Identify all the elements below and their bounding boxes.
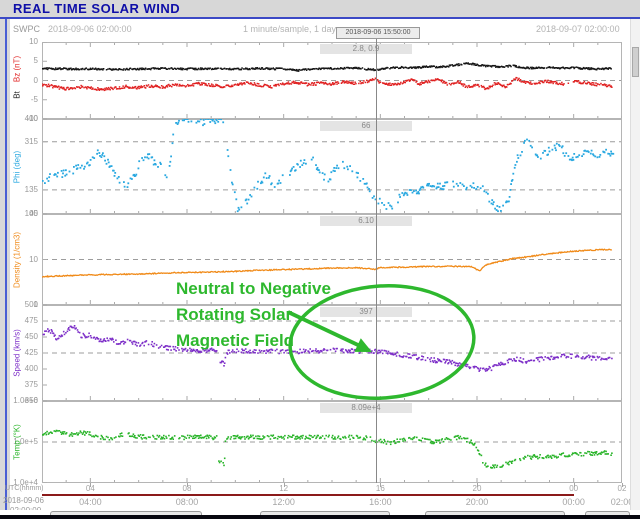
temp-chart-canvas[interactable]	[42, 401, 622, 483]
x-tick-label-major: 16:00	[369, 497, 392, 507]
sample-info: 1 minute/sample, 1 day	[243, 24, 337, 34]
y-tick-label: 400	[24, 364, 38, 373]
y-tick-label: 10	[29, 254, 38, 264]
window-left-accent	[5, 19, 7, 515]
y-tick-label: -10	[26, 114, 38, 123]
y-tick-label: 450	[24, 332, 38, 341]
y-tick-label: 1.0e+5	[13, 437, 38, 446]
y-tick-label: 10	[29, 37, 38, 46]
x-tick-label-major: 02:00	[610, 497, 634, 507]
x-tick-label-major: 12:00	[272, 497, 295, 507]
density-series	[42, 248, 613, 278]
bt-series	[42, 62, 612, 72]
x-tick-label-minor: 08	[182, 484, 192, 493]
y-tick-label: 1	[33, 300, 38, 309]
y-tick-label: 400	[24, 114, 38, 123]
y-tick-label: 375	[24, 380, 38, 389]
y-tick-label: 0	[33, 75, 38, 85]
y-tick-label: 500	[24, 300, 38, 309]
page-title: REAL TIME SOLAR WIND	[0, 0, 640, 19]
mag-field-chart-canvas[interactable]	[42, 42, 622, 119]
temp-cursor-readout: 8.09e+4	[320, 403, 412, 413]
phi-chart-canvas[interactable]	[42, 119, 622, 214]
x-tick-mark	[90, 483, 92, 487]
phi-cursor-readout: 66	[320, 121, 412, 131]
y-tick-label: 475	[24, 316, 38, 325]
panel-phi	[42, 119, 622, 214]
x-tick-label-minor: 04	[85, 484, 95, 493]
cursor-time-tooltip: 2018-09-06 15:50:00	[336, 27, 420, 39]
crosshair-line	[376, 34, 378, 483]
panel-density	[42, 214, 622, 305]
speed-axis-title-0: Speed (km/s)	[12, 329, 22, 377]
x-tick-label-minor: 16	[375, 484, 385, 493]
temp-series	[42, 429, 613, 469]
panel-mag-field	[42, 42, 622, 119]
y-tick-label: 1.0e+4	[13, 478, 38, 487]
y-tick-label: 135	[24, 184, 38, 194]
y-tick-label: 315	[24, 136, 38, 146]
y-tick-label: 45	[29, 209, 38, 218]
y-tick-label: 5	[33, 56, 38, 66]
x-tick-label-major: 04:00	[79, 497, 102, 507]
x-tick-label-minor: 12	[279, 484, 289, 493]
speed-cursor-readout: 397	[320, 307, 412, 317]
panel-speed	[42, 305, 622, 401]
x-tick-mark	[283, 483, 285, 487]
x-tick-label-major: 20:00	[465, 497, 489, 507]
density-cursor-readout: 6.10	[320, 216, 412, 226]
scrollbar-thumb[interactable]	[632, 47, 639, 77]
y-tick-label: 350	[24, 396, 38, 405]
source-label: SWPC	[13, 24, 40, 34]
x-tick-label-minor: 02	[617, 484, 627, 493]
taskbar-edge	[0, 515, 640, 519]
panel-temp	[42, 401, 622, 483]
plot-end-time: 2018-09-07 02:00:00	[536, 24, 620, 34]
y-tick-label: -5	[30, 94, 38, 104]
x-tick-mark	[622, 483, 623, 487]
annotation-text-line-1: Neutral to Negative	[176, 279, 331, 298]
density-chart-canvas[interactable]	[42, 214, 622, 305]
mag-field-axis-title-0: Bz (nT)	[12, 55, 22, 82]
speed-chart-canvas[interactable]	[42, 305, 622, 401]
x-axis-unit-label: UTC(hhmm)	[5, 485, 44, 492]
mag-field-cursor-readout: 2.8, 0.9	[320, 44, 412, 54]
y-tick-label: 425	[24, 348, 38, 357]
x-tick-mark	[573, 483, 575, 487]
temp-axis-title-0: Temp (°K)	[12, 424, 22, 460]
x-tick-mark	[187, 483, 188, 487]
phi-series	[42, 119, 615, 213]
x-tick-label-minor: 20	[472, 484, 482, 493]
x-tick-label-minor: 00	[569, 484, 579, 493]
plot-start-time: 2018-09-06 02:00:00	[48, 24, 132, 34]
y-tick-label: 100	[24, 209, 38, 218]
x-tick-label-major: 08:00	[175, 497, 199, 507]
mag-field-axis-title-1: Bt	[12, 90, 22, 99]
x-tick-mark	[477, 483, 478, 487]
x-tick-mark	[380, 483, 382, 487]
phi-axis-title-0: Phi (deg)	[12, 150, 22, 183]
annotation-text-line-3: Magnetic Field	[176, 331, 295, 350]
x-tick-label-major: 00:00	[562, 497, 585, 507]
bz-series	[42, 76, 613, 92]
annotation-text-line-2: Rotating Solar	[176, 305, 293, 324]
x-axis-date-label: 2018-09-06	[3, 496, 44, 505]
data-coverage-bar	[42, 494, 574, 496]
y-tick-label: 1.0e+6	[13, 396, 38, 405]
scrollbar-track[interactable]	[630, 19, 640, 510]
density-axis-title-0: Density (1/cm3)	[12, 231, 22, 288]
